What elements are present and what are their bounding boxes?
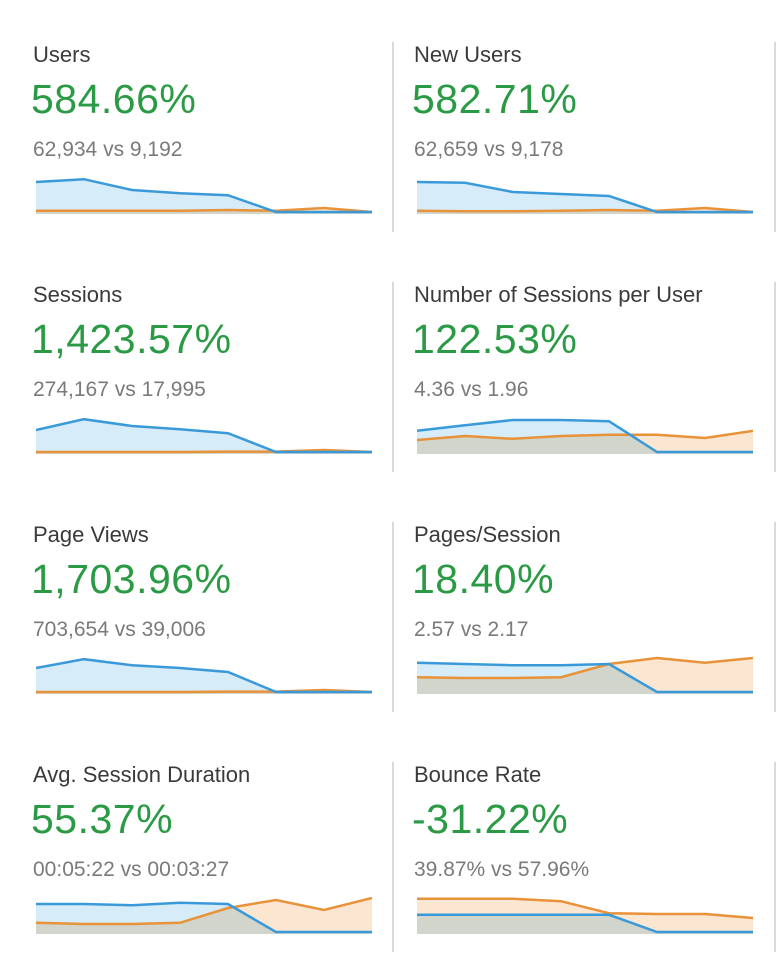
previous-line bbox=[417, 206, 753, 214]
metric-comparison: 62,934 vs 9,192 bbox=[33, 138, 183, 161]
current-line bbox=[36, 177, 372, 214]
current-line bbox=[36, 657, 372, 694]
metric-label: Avg. Session Duration bbox=[33, 762, 251, 787]
metric-comparison: 274,167 vs 17,995 bbox=[33, 378, 206, 401]
current-line bbox=[36, 901, 372, 934]
divider bbox=[774, 282, 776, 472]
current-area bbox=[417, 914, 753, 934]
metric-comparison: 00:05:22 vs 00:03:27 bbox=[33, 858, 230, 881]
sparkline bbox=[417, 656, 753, 694]
current-line bbox=[417, 418, 753, 454]
divider bbox=[774, 762, 776, 952]
sparkline bbox=[36, 177, 372, 214]
metric-label: Page Views bbox=[33, 522, 149, 547]
current-area bbox=[36, 419, 372, 454]
metric-change: 582.71% bbox=[412, 76, 578, 122]
current-line bbox=[417, 661, 753, 694]
current-line bbox=[417, 913, 753, 934]
previous-line bbox=[417, 897, 753, 920]
current-line bbox=[36, 417, 372, 454]
divider bbox=[392, 522, 394, 712]
metric-change: 55.37% bbox=[31, 796, 174, 842]
metric-label: Pages/Session bbox=[414, 522, 561, 547]
metric-change: 122.53% bbox=[412, 316, 578, 362]
metric-comparison: 39.87% vs 57.96% bbox=[414, 858, 590, 881]
metric-comparison: 4.36 vs 1.96 bbox=[414, 378, 529, 401]
previous-line bbox=[36, 448, 372, 454]
metric-label: Sessions bbox=[33, 282, 123, 307]
metric-label: Bounce Rate bbox=[414, 762, 542, 787]
divider bbox=[392, 42, 394, 232]
metric-label: New Users bbox=[414, 42, 522, 67]
sparkline bbox=[417, 897, 753, 934]
sparkline bbox=[36, 417, 372, 454]
metric-card[interactable]: Avg. Session Duration 55.37% 00:05:22 vs… bbox=[31, 762, 378, 962]
current-area bbox=[417, 662, 753, 694]
metric-change: -31.22% bbox=[412, 796, 569, 842]
divider bbox=[392, 282, 394, 472]
previous-line bbox=[36, 896, 372, 926]
metric-label: Number of Sessions per User bbox=[414, 282, 703, 307]
previous-line bbox=[417, 656, 753, 680]
divider bbox=[774, 42, 776, 232]
current-area bbox=[36, 659, 372, 694]
metric-comparison: 2.57 vs 2.17 bbox=[414, 618, 529, 641]
sparkline bbox=[36, 896, 372, 934]
current-area bbox=[36, 902, 372, 934]
metric-card[interactable]: Sessions 1,423.57% 274,167 vs 17,995 bbox=[31, 282, 378, 482]
metric-change: 18.40% bbox=[412, 556, 555, 602]
previous-line bbox=[36, 206, 372, 214]
previous-line bbox=[417, 429, 753, 442]
metric-card[interactable]: New Users 582.71% 62,659 vs 9,178 bbox=[412, 42, 759, 242]
metric-card[interactable]: Pages/Session 18.40% 2.57 vs 2.17 bbox=[412, 522, 759, 722]
metric-comparison: 62,659 vs 9,178 bbox=[414, 138, 564, 161]
sparkline bbox=[417, 418, 753, 454]
metric-change: 1,423.57% bbox=[31, 316, 232, 362]
metric-change: 584.66% bbox=[31, 76, 197, 122]
metric-label: Users bbox=[33, 42, 91, 67]
metric-card[interactable]: Users 584.66% 62,934 vs 9,192 bbox=[31, 42, 378, 242]
sparkline bbox=[417, 180, 753, 214]
divider bbox=[774, 522, 776, 712]
current-area bbox=[417, 420, 753, 454]
metric-card[interactable]: Number of Sessions per User 122.53% 4.36… bbox=[412, 282, 759, 482]
metric-card[interactable]: Page Views 1,703.96% 703,654 vs 39,006 bbox=[31, 522, 378, 722]
metric-comparison: 703,654 vs 39,006 bbox=[33, 618, 206, 641]
divider bbox=[392, 762, 394, 952]
sparkline bbox=[36, 657, 372, 694]
metric-change: 1,703.96% bbox=[31, 556, 232, 602]
metric-card[interactable]: Bounce Rate -31.22% 39.87% vs 57.96% bbox=[412, 762, 759, 962]
previous-line bbox=[36, 688, 372, 694]
current-line bbox=[417, 180, 753, 214]
